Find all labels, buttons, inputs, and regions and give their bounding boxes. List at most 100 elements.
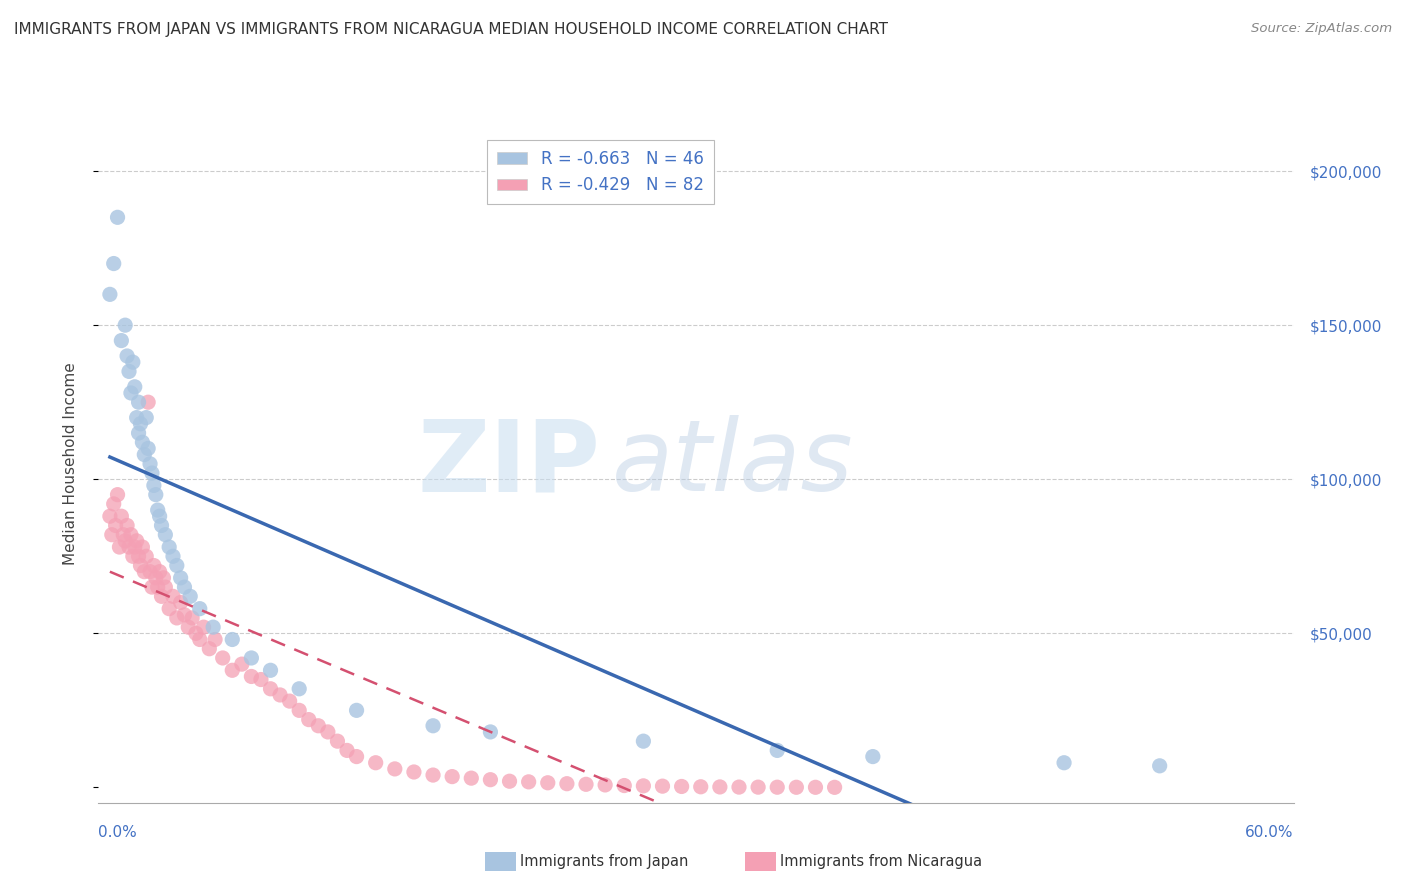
- Y-axis label: Median Household Income: Median Household Income: [63, 362, 77, 566]
- Point: [152, 571, 174, 585]
- Point: [709, 780, 731, 794]
- Point: [131, 540, 153, 554]
- Point: [422, 719, 444, 733]
- Point: [824, 780, 846, 795]
- Point: [136, 442, 159, 456]
- Point: [188, 601, 211, 615]
- Point: [181, 611, 204, 625]
- Point: [141, 466, 163, 480]
- Point: [326, 734, 349, 748]
- Point: [145, 571, 167, 585]
- Point: [202, 620, 225, 634]
- Point: [288, 681, 311, 696]
- Point: [671, 780, 693, 794]
- Point: [259, 681, 281, 696]
- Point: [125, 533, 148, 548]
- Point: [221, 663, 243, 677]
- Point: [169, 595, 191, 609]
- Point: [169, 571, 191, 585]
- Point: [537, 776, 560, 790]
- Point: [103, 256, 125, 270]
- Point: [211, 651, 233, 665]
- Point: [146, 580, 169, 594]
- Text: atlas: atlas: [613, 416, 853, 512]
- Point: [103, 497, 125, 511]
- Point: [120, 527, 142, 541]
- Point: [250, 673, 273, 687]
- Point: [98, 509, 121, 524]
- Point: [142, 478, 165, 492]
- Point: [240, 651, 263, 665]
- Point: [479, 725, 502, 739]
- Point: [128, 425, 150, 440]
- Point: [498, 774, 520, 789]
- Point: [179, 590, 201, 604]
- Point: [555, 777, 578, 791]
- Point: [441, 770, 464, 784]
- Point: [139, 457, 162, 471]
- Point: [177, 620, 200, 634]
- Point: [142, 558, 165, 573]
- Point: [128, 549, 150, 564]
- Point: [157, 601, 180, 615]
- Text: ZIP: ZIP: [418, 416, 600, 512]
- Point: [479, 772, 502, 787]
- Point: [135, 410, 157, 425]
- Point: [364, 756, 387, 770]
- Point: [307, 719, 329, 733]
- Point: [149, 509, 172, 524]
- Point: [689, 780, 711, 794]
- Point: [121, 355, 143, 369]
- Point: [125, 410, 148, 425]
- Point: [135, 549, 157, 564]
- Point: [785, 780, 807, 795]
- Point: [141, 580, 163, 594]
- Point: [198, 641, 221, 656]
- Point: [134, 448, 156, 462]
- Point: [193, 620, 215, 634]
- Point: [162, 590, 184, 604]
- Text: 0.0%: 0.0%: [98, 825, 138, 840]
- Point: [115, 349, 138, 363]
- Point: [129, 558, 152, 573]
- Text: Immigrants from Nicaragua: Immigrants from Nicaragua: [780, 855, 983, 869]
- Point: [114, 533, 136, 548]
- Point: [136, 395, 159, 409]
- Point: [188, 632, 211, 647]
- Point: [460, 771, 482, 785]
- Point: [107, 488, 129, 502]
- Point: [124, 380, 146, 394]
- Point: [633, 779, 655, 793]
- Point: [108, 540, 131, 554]
- Point: [131, 435, 153, 450]
- Point: [633, 734, 655, 748]
- Point: [124, 540, 146, 554]
- Point: [129, 417, 152, 431]
- Point: [204, 632, 226, 647]
- Point: [298, 713, 321, 727]
- Point: [101, 527, 124, 541]
- Point: [134, 565, 156, 579]
- Point: [128, 395, 150, 409]
- Point: [121, 549, 143, 564]
- Point: [316, 725, 339, 739]
- Point: [155, 580, 177, 594]
- Point: [259, 663, 281, 677]
- Point: [120, 386, 142, 401]
- Point: [384, 762, 406, 776]
- Point: [118, 364, 141, 378]
- Point: [288, 703, 311, 717]
- Point: [221, 632, 243, 647]
- Point: [278, 694, 301, 708]
- Point: [162, 549, 184, 564]
- Point: [110, 334, 132, 348]
- Point: [862, 749, 884, 764]
- Text: Source: ZipAtlas.com: Source: ZipAtlas.com: [1251, 22, 1392, 36]
- Legend: R = -0.663   N = 46, R = -0.429   N = 82: R = -0.663 N = 46, R = -0.429 N = 82: [488, 140, 713, 204]
- Point: [145, 488, 167, 502]
- Text: IMMIGRANTS FROM JAPAN VS IMMIGRANTS FROM NICARAGUA MEDIAN HOUSEHOLD INCOME CORRE: IMMIGRANTS FROM JAPAN VS IMMIGRANTS FROM…: [14, 22, 889, 37]
- Text: Immigrants from Japan: Immigrants from Japan: [520, 855, 689, 869]
- Point: [651, 779, 673, 793]
- Point: [166, 558, 188, 573]
- Point: [1053, 756, 1076, 770]
